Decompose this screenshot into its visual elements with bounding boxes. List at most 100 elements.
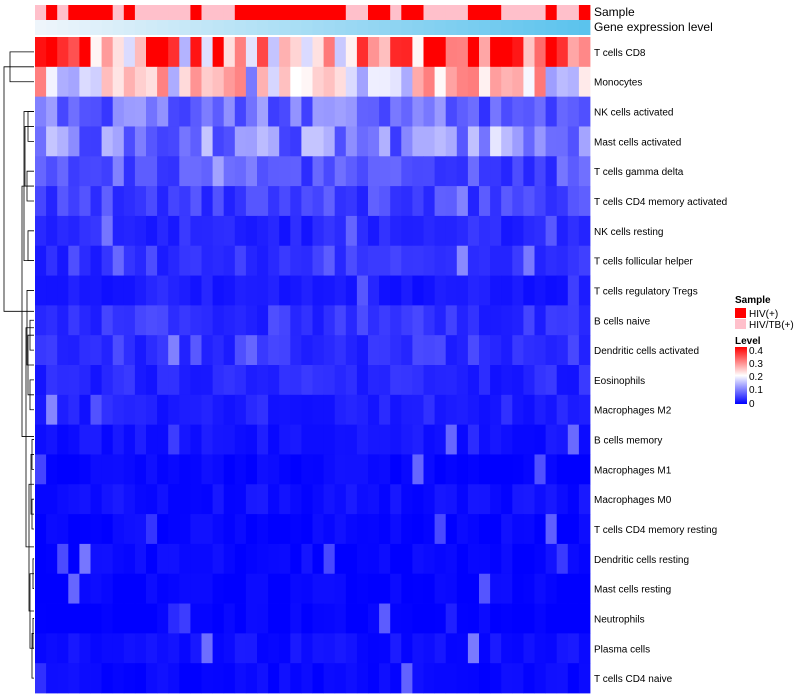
heatmap-cell bbox=[490, 454, 502, 485]
heatmap-cell bbox=[578, 37, 591, 68]
heatmap-cell bbox=[134, 66, 147, 98]
heatmap-cell bbox=[201, 514, 213, 545]
heatmap-cell bbox=[467, 305, 480, 336]
heatmap-cell bbox=[68, 66, 80, 98]
heatmap-cell bbox=[501, 275, 513, 306]
gene-expression-annotation-cell bbox=[123, 20, 136, 35]
heatmap-cell bbox=[90, 335, 102, 366]
heatmap-cell bbox=[356, 186, 369, 217]
heatmap-cell bbox=[223, 156, 236, 187]
heatmap-cell bbox=[479, 603, 491, 634]
heatmap-cell bbox=[334, 663, 347, 694]
heatmap-cell bbox=[412, 603, 424, 634]
heatmap-cell bbox=[212, 573, 225, 604]
sample-annotation-cell bbox=[534, 5, 546, 20]
heatmap-cell bbox=[168, 186, 180, 217]
heatmap-cell bbox=[390, 305, 402, 336]
heatmap-cell bbox=[523, 126, 535, 157]
heatmap-cell bbox=[490, 66, 502, 98]
heatmap-cell bbox=[312, 424, 324, 455]
heatmap-cell bbox=[412, 245, 424, 276]
heatmap-cell bbox=[57, 543, 69, 575]
heatmap-cell bbox=[534, 96, 546, 127]
heatmap-cell bbox=[534, 215, 546, 247]
heatmap-cell bbox=[79, 633, 91, 664]
heatmap-cell bbox=[345, 245, 358, 276]
heatmap-cell bbox=[523, 603, 535, 634]
heatmap-cell bbox=[334, 543, 347, 575]
heatmap-cell bbox=[201, 126, 213, 157]
heatmap-cell bbox=[168, 365, 180, 396]
heatmap-cell bbox=[534, 543, 546, 575]
heatmap-cell bbox=[201, 663, 213, 694]
heatmap-cell bbox=[578, 663, 591, 694]
heatmap-cell bbox=[123, 633, 136, 664]
heatmap-cell bbox=[301, 126, 313, 157]
heatmap-cell bbox=[279, 484, 291, 515]
heatmap-cell bbox=[356, 96, 369, 127]
heatmap-cell bbox=[501, 484, 513, 515]
heatmap-cell bbox=[57, 335, 69, 366]
heatmap-cell bbox=[368, 335, 380, 366]
heatmap-cell bbox=[279, 37, 291, 68]
heatmap-cell bbox=[501, 37, 513, 68]
heatmap-cell bbox=[567, 573, 580, 604]
heatmap-cell bbox=[567, 305, 580, 336]
heatmap-cell bbox=[423, 335, 435, 366]
heatmap-cell bbox=[101, 335, 114, 366]
heatmap-cell bbox=[467, 394, 480, 426]
heatmap-cell bbox=[501, 245, 513, 276]
heatmap-cell bbox=[146, 215, 158, 247]
heatmap-cell bbox=[57, 66, 69, 98]
sample-annotation-cell bbox=[301, 5, 313, 20]
heatmap-cell bbox=[201, 186, 213, 217]
sample-annotation-cell bbox=[257, 5, 269, 20]
gene-expression-annotation-cell bbox=[68, 20, 80, 35]
heatmap-cell bbox=[445, 365, 458, 396]
heatmap-cell bbox=[445, 215, 458, 247]
heatmap-cell bbox=[68, 573, 80, 604]
heatmap-cell bbox=[556, 275, 569, 306]
heatmap-cell bbox=[245, 305, 258, 336]
gene-expression-annotation-cell bbox=[401, 20, 413, 35]
heatmap-cell bbox=[112, 424, 125, 455]
heatmap-cell bbox=[223, 365, 236, 396]
heatmap-cell bbox=[490, 573, 502, 604]
heatmap-cell bbox=[334, 126, 347, 157]
heatmap-cell bbox=[57, 633, 69, 664]
heatmap-cell bbox=[390, 156, 402, 187]
heatmap-cell bbox=[101, 543, 114, 575]
heatmap-cell bbox=[423, 186, 435, 217]
heatmap-cell bbox=[567, 245, 580, 276]
heatmap-cell bbox=[268, 156, 280, 187]
heatmap-cell bbox=[390, 603, 402, 634]
heatmap-cell bbox=[434, 186, 447, 217]
heatmap-cell bbox=[179, 454, 191, 485]
heatmap-cell bbox=[334, 424, 347, 455]
heatmap-cell bbox=[101, 305, 114, 336]
heatmap-cell bbox=[134, 394, 147, 426]
gene-expression-annotation-cell bbox=[301, 20, 313, 35]
heatmap-cell bbox=[168, 514, 180, 545]
heatmap-cell bbox=[201, 424, 213, 455]
heatmap-cell bbox=[501, 514, 513, 545]
heatmap-cell bbox=[512, 454, 524, 485]
heatmap-cell bbox=[567, 186, 580, 217]
heatmap-cell bbox=[412, 305, 424, 336]
heatmap-cell bbox=[368, 365, 380, 396]
heatmap-cell bbox=[501, 424, 513, 455]
heatmap-cell bbox=[445, 633, 458, 664]
gene-expression-annotation-cell bbox=[578, 20, 591, 35]
heatmap-cell bbox=[35, 573, 47, 604]
heatmap-cell bbox=[501, 96, 513, 127]
heatmap-cell bbox=[123, 484, 136, 515]
heatmap-cell bbox=[179, 245, 191, 276]
heatmap-cell bbox=[345, 484, 358, 515]
heatmap-cell bbox=[301, 454, 313, 485]
heatmap-cell bbox=[379, 394, 391, 426]
heatmap-cell bbox=[368, 305, 380, 336]
heatmap-cell bbox=[201, 365, 213, 396]
heatmap-cell bbox=[390, 663, 402, 694]
heatmap-cell bbox=[146, 37, 158, 68]
row-label: Neutrophils bbox=[594, 614, 645, 625]
